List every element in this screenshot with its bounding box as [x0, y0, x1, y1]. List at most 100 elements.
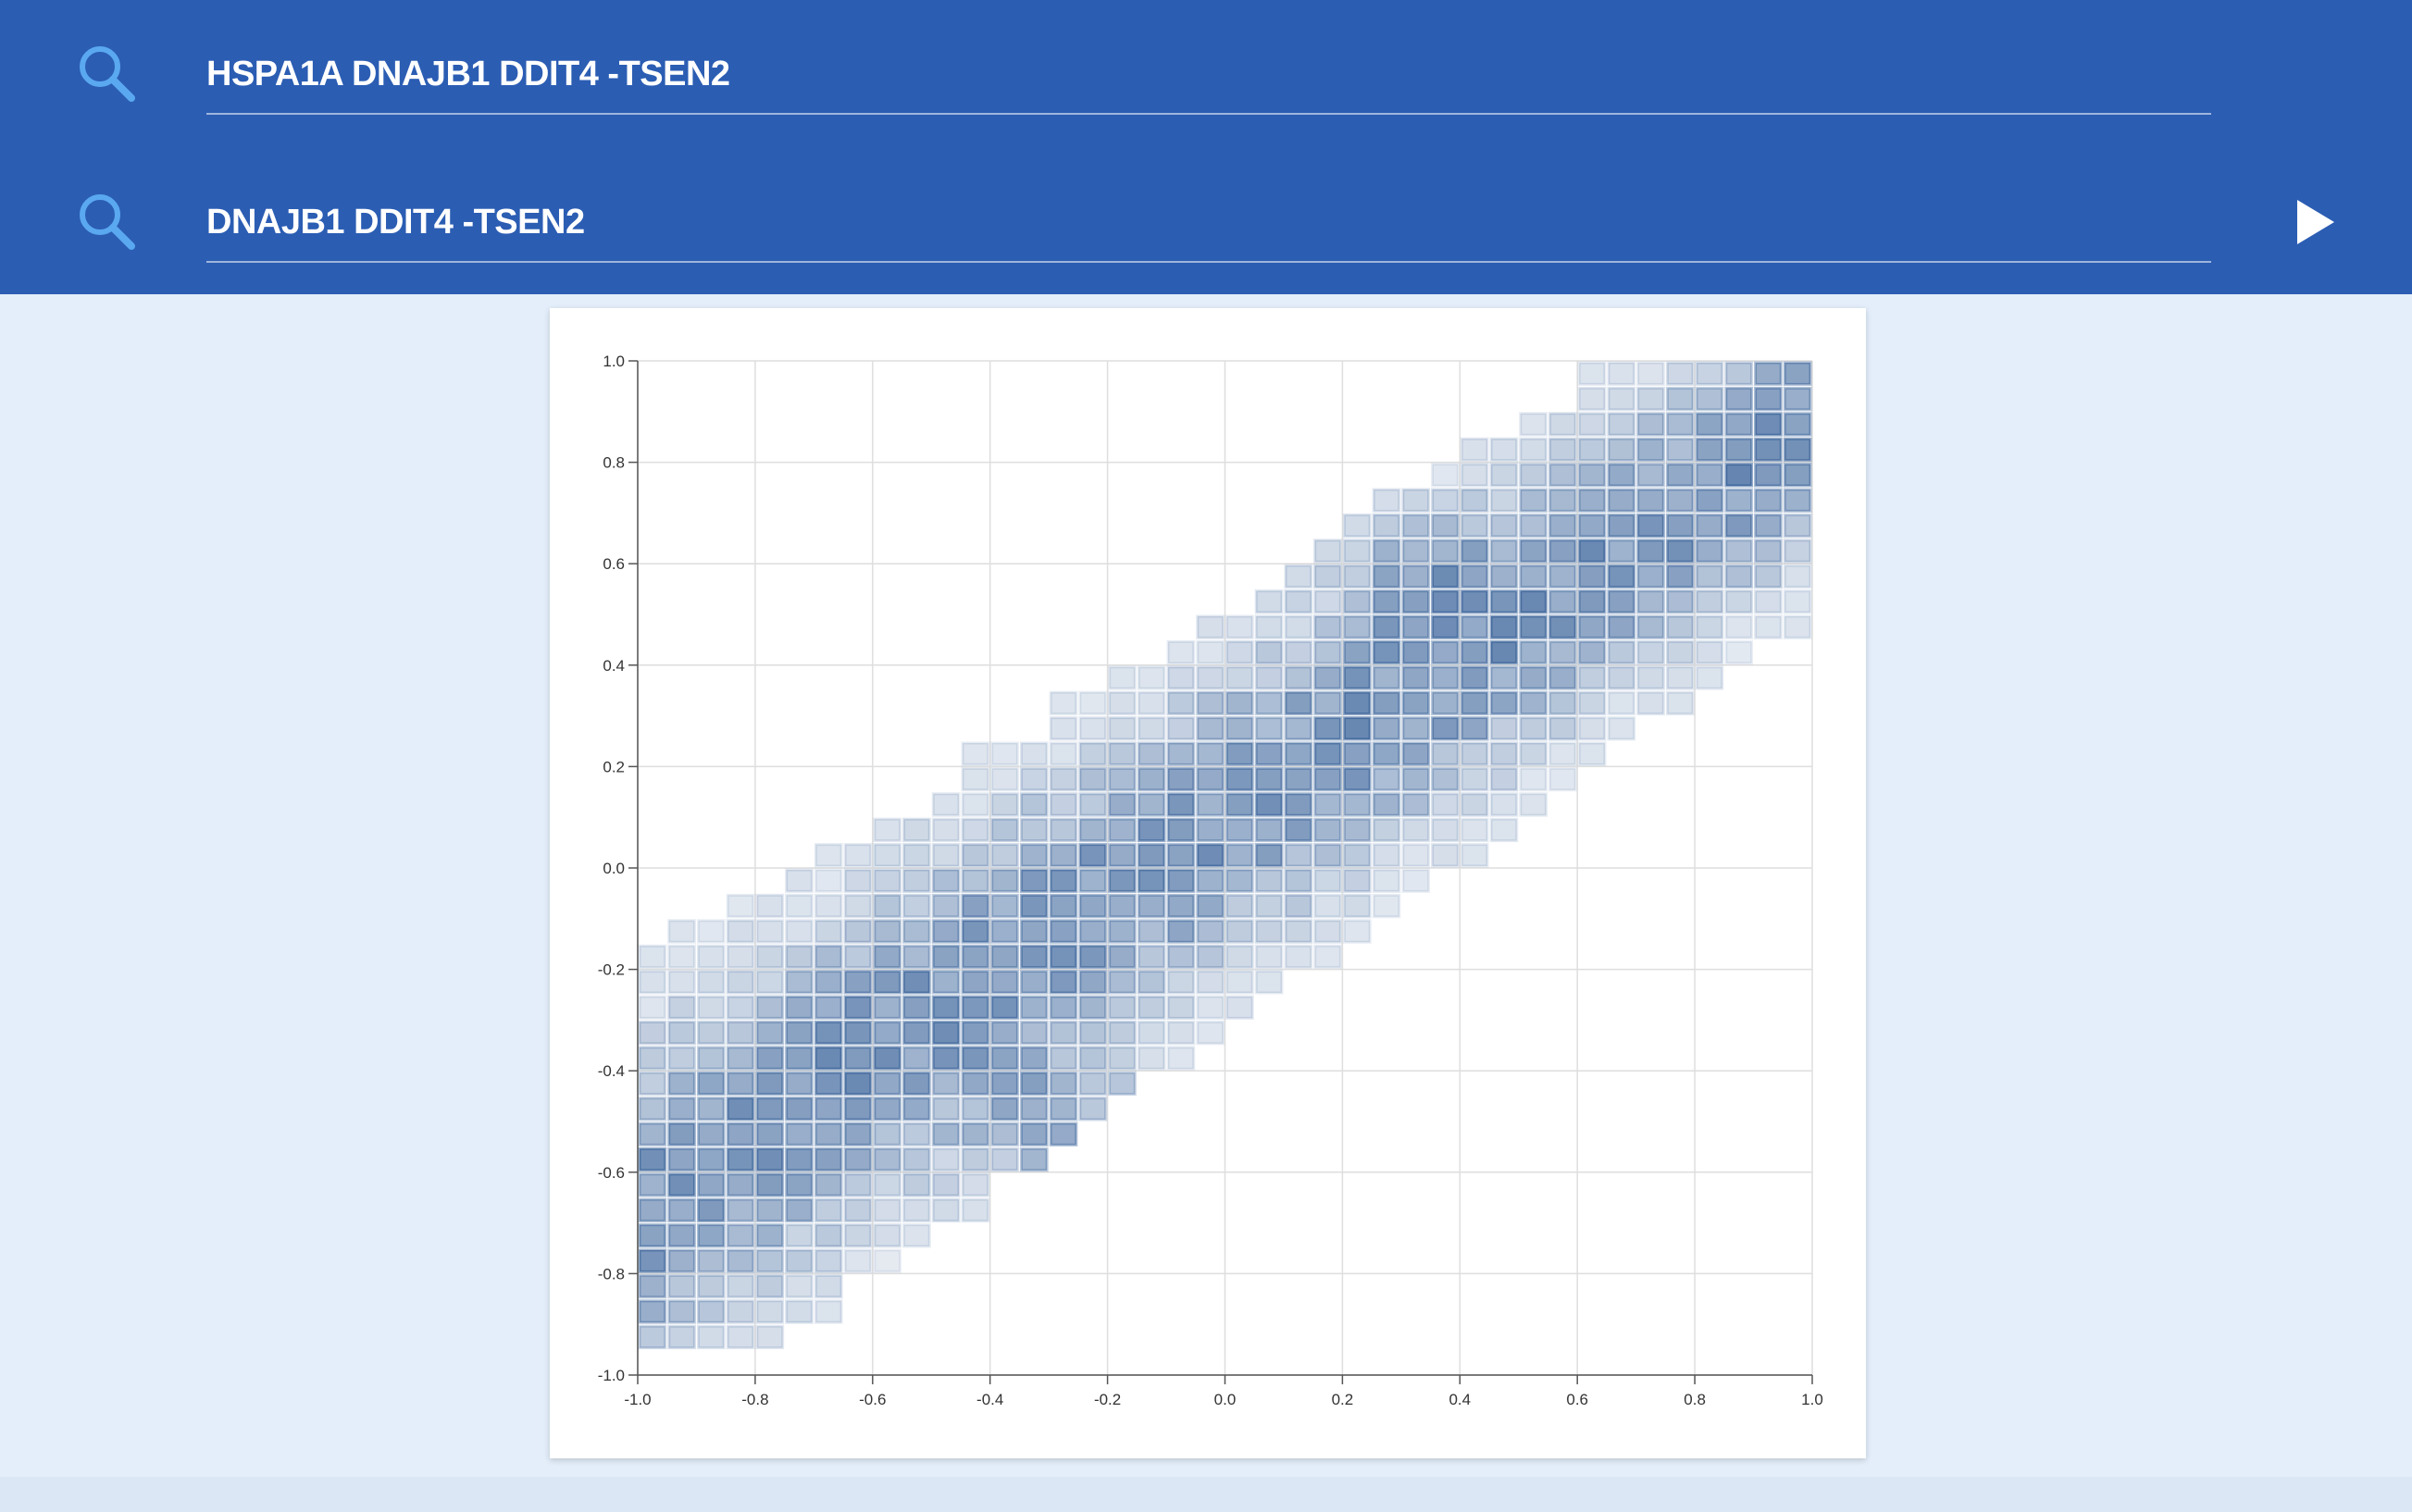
heatmap-bin — [726, 1172, 755, 1197]
heatmap-bin — [785, 995, 814, 1020]
heatmap-bin — [1431, 513, 1460, 539]
heatmap-bin — [1196, 893, 1225, 919]
heatmap-bin — [1401, 539, 1431, 564]
heatmap-bin — [726, 1248, 755, 1273]
chart-grid — [637, 360, 1813, 1376]
heatmap-bin — [1665, 513, 1695, 539]
heatmap-bin — [1636, 690, 1665, 716]
heatmap-bin — [1372, 817, 1401, 843]
heatmap-bin — [931, 1046, 961, 1071]
heatmap-bin — [667, 1197, 696, 1223]
heatmap-bin — [1196, 944, 1225, 970]
heatmap-bin — [1724, 614, 1754, 639]
heatmap-bin — [1431, 589, 1460, 614]
heatmap-bin — [1225, 690, 1254, 716]
heatmap-bin — [1049, 868, 1078, 893]
heatmap-bin — [1342, 792, 1372, 817]
chart-bins — [638, 361, 1812, 1350]
heatmap-bin — [726, 1122, 755, 1146]
heatmap-bin — [1548, 463, 1577, 488]
heatmap-bin — [1049, 970, 1078, 995]
heatmap-bin — [1254, 868, 1284, 893]
heatmap-bin — [1401, 792, 1431, 817]
heatmap-bin — [755, 1299, 785, 1324]
heatmap-bin — [1019, 792, 1049, 817]
heatmap-bin — [1196, 690, 1225, 716]
heatmap-bin — [873, 1097, 902, 1122]
heatmap-bin — [1254, 716, 1284, 741]
heatmap-bin — [1548, 488, 1577, 513]
heatmap-bin — [1254, 792, 1284, 817]
heatmap-bin — [1284, 868, 1313, 893]
heatmap-bin — [1519, 412, 1548, 437]
heatmap-bin — [1665, 690, 1695, 716]
search-input-secondary[interactable]: DNAJB1 DDIT4 -TSEN2 — [206, 203, 585, 242]
heatmap-bin — [638, 1299, 667, 1324]
heatmap-bin — [814, 995, 843, 1020]
heatmap-bin — [1078, 1046, 1108, 1071]
y-tick-label: -0.8 — [598, 1265, 625, 1283]
heatmap-bin — [814, 1273, 843, 1299]
heatmap-bin — [1372, 513, 1401, 539]
heatmap-bin — [1519, 539, 1548, 564]
heatmap-bin — [1460, 766, 1489, 792]
heatmap-bin — [1577, 589, 1607, 614]
heatmap-bin — [1254, 893, 1284, 919]
heatmap-bin — [1166, 995, 1196, 1020]
heatmap-bin — [1225, 944, 1254, 970]
heatmap-bin — [843, 893, 873, 919]
heatmap-bin — [873, 1248, 902, 1273]
heatmap-bin — [696, 970, 726, 995]
heatmap-bin — [1108, 1046, 1137, 1071]
heatmap-bin — [961, 1046, 990, 1071]
heatmap-bin — [1049, 690, 1078, 716]
heatmap-bin — [1548, 741, 1577, 766]
heatmap-bin — [931, 1071, 961, 1097]
heatmap-bin — [1636, 539, 1665, 564]
heatmap-bin — [1695, 539, 1724, 564]
heatmap-bin — [1342, 893, 1372, 919]
heatmap-bin — [1254, 639, 1284, 665]
heatmap-bin — [1401, 716, 1431, 741]
heatmap-bin — [873, 893, 902, 919]
heatmap-bin — [1401, 665, 1431, 690]
heatmap-bin — [1108, 944, 1137, 970]
heatmap-bin — [990, 995, 1019, 1020]
heatmap-bin — [1049, 741, 1078, 766]
heatmap-bin — [1166, 817, 1196, 843]
heatmap-bin — [755, 893, 785, 919]
heatmap-bin — [1254, 690, 1284, 716]
heatmap-bin — [1431, 614, 1460, 639]
heatmap-bin — [873, 817, 902, 843]
heatmap-bin — [785, 1299, 814, 1324]
heatmap-bin — [726, 970, 755, 995]
heatmap-bin — [1548, 716, 1577, 741]
heatmap-bin — [1225, 741, 1254, 766]
y-tick-label: 0.0 — [603, 860, 625, 877]
heatmap-bin — [814, 893, 843, 919]
run-query-button[interactable] — [2277, 185, 2351, 259]
search-icon[interactable] — [72, 39, 139, 105]
heatmap-bin — [1078, 919, 1108, 944]
heatmap-bin — [1607, 614, 1636, 639]
heatmap-bin — [961, 1122, 990, 1146]
heatmap-bin — [696, 1020, 726, 1046]
heatmap-bin — [1284, 716, 1313, 741]
heatmap-bin — [1284, 614, 1313, 639]
heatmap-bin — [696, 1299, 726, 1324]
heatmap-bin — [814, 1223, 843, 1248]
heatmap-bin — [726, 1046, 755, 1071]
heatmap-bin — [961, 1172, 990, 1197]
heatmap-bin — [1342, 817, 1372, 843]
heatmap-bin — [1695, 437, 1724, 463]
heatmap-bin — [638, 1122, 667, 1146]
heatmap-bin — [785, 1223, 814, 1248]
heatmap-bin — [755, 1324, 785, 1350]
heatmap-bin — [785, 1172, 814, 1197]
heatmap-bin — [961, 741, 990, 766]
heatmap-bin — [1548, 412, 1577, 437]
search-icon[interactable] — [72, 187, 139, 254]
heatmap-bin — [1019, 1097, 1049, 1122]
search-input-primary[interactable]: HSPA1A DNAJB1 DDIT4 -TSEN2 — [206, 55, 730, 93]
heatmap-bin — [1284, 639, 1313, 665]
